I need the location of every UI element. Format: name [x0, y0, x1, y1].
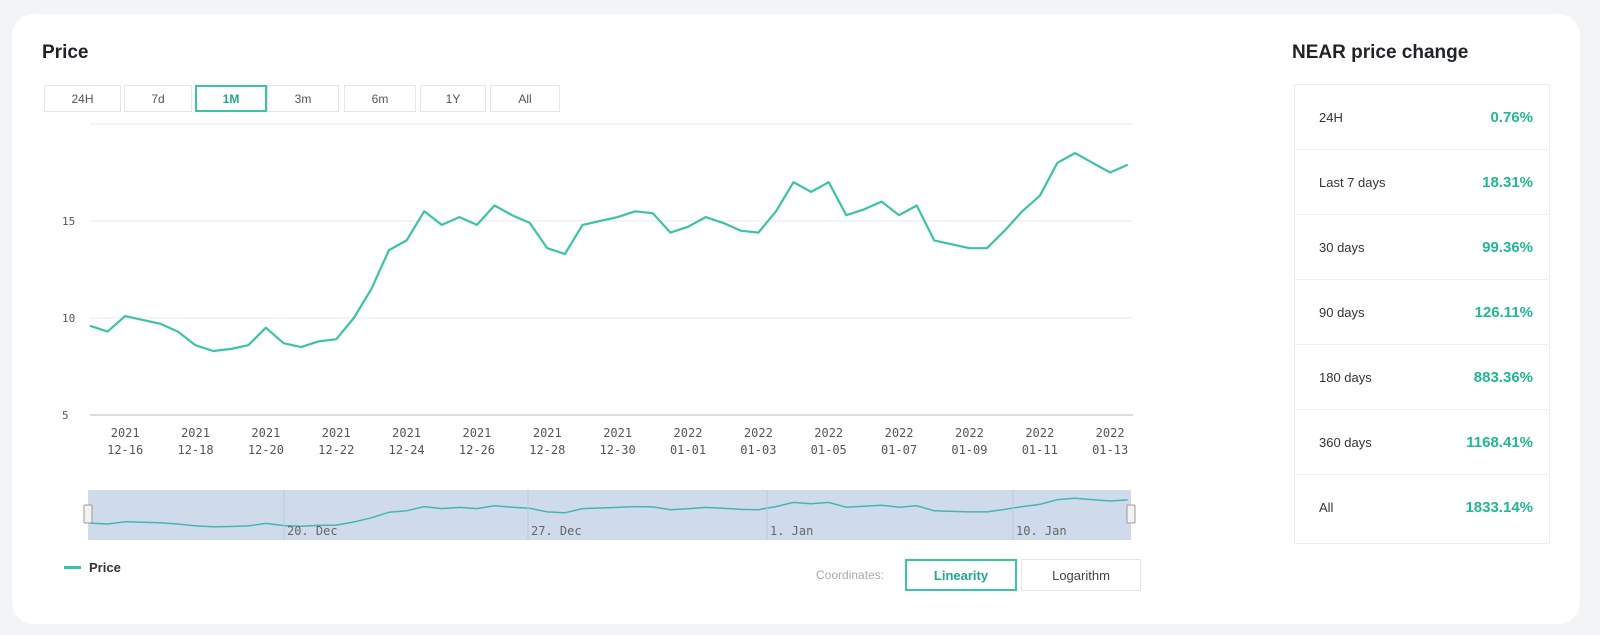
- svg-text:2022: 2022: [1025, 426, 1054, 440]
- navigator-line: [89, 497, 1128, 528]
- price-change-period: All: [1319, 500, 1334, 515]
- x-tick-label: 2021 12-18: [177, 426, 213, 457]
- price-change-value: 126.11%: [1474, 303, 1533, 321]
- x-tick-label: 2021 12-16: [107, 426, 143, 457]
- price-change-value: 1833.14%: [1465, 499, 1533, 516]
- svg-text:2021: 2021: [603, 426, 632, 440]
- navigator-label: 1. Jan: [770, 524, 813, 538]
- range-button-1m[interactable]: 1M: [195, 85, 267, 112]
- range-button-6m[interactable]: 6m: [344, 85, 416, 112]
- svg-text:01-13: 01-13: [1092, 443, 1128, 457]
- navigator-left-handle[interactable]: [83, 504, 93, 524]
- price-change-value: 1168.41%: [1466, 433, 1533, 451]
- svg-text:01-05: 01-05: [811, 443, 847, 457]
- x-tick-label: 2022 01-07: [881, 426, 917, 457]
- svg-text:2021: 2021: [533, 426, 562, 440]
- coordinates-label: Coordinates:: [816, 568, 885, 582]
- svg-text:2021: 2021: [111, 426, 140, 440]
- svg-text:01-09: 01-09: [951, 443, 987, 457]
- y-tick-label: 5: [62, 409, 69, 422]
- x-tick-label: 2022 01-01: [670, 426, 706, 457]
- svg-text:12-30: 12-30: [600, 443, 636, 457]
- svg-text:12-22: 12-22: [318, 443, 354, 457]
- x-tick-label: 2021 12-28: [529, 426, 565, 457]
- price-change-row: 30 days 99.36%: [1295, 215, 1549, 280]
- svg-text:2021: 2021: [392, 426, 421, 440]
- price-change-period: 360 days: [1319, 434, 1372, 450]
- price-change-period: 24H: [1319, 109, 1343, 125]
- navigator-right-handle[interactable]: [1126, 504, 1136, 524]
- price-change-value: 99.36%: [1482, 238, 1533, 256]
- svg-text:12-28: 12-28: [529, 443, 565, 457]
- y-tick-label: 15: [62, 215, 75, 228]
- svg-text:12-18: 12-18: [177, 443, 213, 457]
- svg-text:12-20: 12-20: [248, 443, 284, 457]
- legend-line-icon: [64, 566, 81, 569]
- y-tick-label: 10: [62, 312, 75, 325]
- navigator-label: 10. Jan: [1016, 524, 1067, 538]
- navigator-bg: [88, 490, 1131, 540]
- svg-text:2021: 2021: [181, 426, 210, 440]
- x-tick-label: 2021 12-20: [248, 426, 284, 457]
- svg-text:12-26: 12-26: [459, 443, 495, 457]
- price-change-table: 24H 0.76% Last 7 days 18.31% 30 days 99.36% 90…: [1294, 84, 1550, 544]
- price-series-line: [89, 152, 1129, 353]
- price-change-row: 24H 0.76%: [1295, 85, 1549, 150]
- logarithm-button[interactable]: Logarithm: [1021, 559, 1141, 591]
- price-change-period: 30 days: [1319, 239, 1365, 255]
- range-button-7d[interactable]: 7d: [124, 85, 192, 112]
- x-tick-label: 2021 12-30: [600, 426, 636, 457]
- price-change-period: 180 days: [1319, 369, 1372, 385]
- range-button-24h[interactable]: 24H: [44, 85, 121, 112]
- svg-text:2022: 2022: [955, 426, 984, 440]
- range-button-all[interactable]: All: [490, 85, 560, 112]
- price-change-period: 90 days: [1319, 304, 1365, 320]
- svg-text:12-24: 12-24: [389, 443, 425, 457]
- svg-text:2022: 2022: [744, 426, 773, 440]
- price-change-row: 180 days 883.36%: [1295, 345, 1549, 410]
- svg-text:01-11: 01-11: [1022, 443, 1058, 457]
- x-tick-label: 2021 12-22: [318, 426, 354, 457]
- x-tick-label: 2022 01-03: [740, 426, 776, 457]
- price-change-row: All 1833.14%: [1295, 475, 1549, 540]
- navigator-label: 20. Dec: [287, 524, 338, 538]
- linearity-button[interactable]: Linearity: [905, 559, 1017, 591]
- x-tick-label: 2022 01-09: [951, 426, 987, 457]
- x-tick-label: 2021 12-24: [389, 426, 425, 457]
- svg-text:2022: 2022: [674, 426, 703, 440]
- x-tick-label: 2022 01-05: [811, 426, 847, 457]
- legend-label: Price: [89, 560, 121, 575]
- svg-text:2021: 2021: [251, 426, 280, 440]
- svg-text:12-16: 12-16: [107, 443, 143, 457]
- price-change-period: Last 7 days: [1319, 174, 1386, 190]
- svg-text:01-07: 01-07: [881, 443, 917, 457]
- svg-text:2021: 2021: [322, 426, 351, 440]
- svg-text:2022: 2022: [885, 426, 914, 440]
- svg-text:01-03: 01-03: [740, 443, 776, 457]
- range-button-1y[interactable]: 1Y: [420, 85, 486, 112]
- price-title: Price: [42, 42, 89, 63]
- x-tick-label: 2022 01-11: [1022, 426, 1058, 457]
- svg-text:2021: 2021: [462, 426, 491, 440]
- legend-item-price[interactable]: Price: [64, 560, 121, 575]
- price-change-row: 90 days 126.11%: [1295, 280, 1549, 345]
- price-change-value: 883.36%: [1473, 368, 1533, 386]
- price-change-value: 18.31%: [1482, 173, 1533, 191]
- price-change-title: NEAR price change: [1292, 42, 1469, 63]
- x-tick-label: 2021 12-26: [459, 426, 495, 457]
- x-tick-label: 2022 01-13: [1092, 426, 1128, 457]
- svg-text:2022: 2022: [814, 426, 843, 440]
- price-change-value: 0.76%: [1490, 108, 1533, 126]
- range-button-3m[interactable]: 3m: [267, 85, 339, 112]
- svg-text:01-01: 01-01: [670, 443, 706, 457]
- price-change-row: 360 days 1168.41%: [1295, 410, 1549, 475]
- svg-text:2022: 2022: [1096, 426, 1125, 440]
- navigator-label: 27. Dec: [531, 524, 582, 538]
- price-change-row: Last 7 days 18.31%: [1295, 150, 1549, 215]
